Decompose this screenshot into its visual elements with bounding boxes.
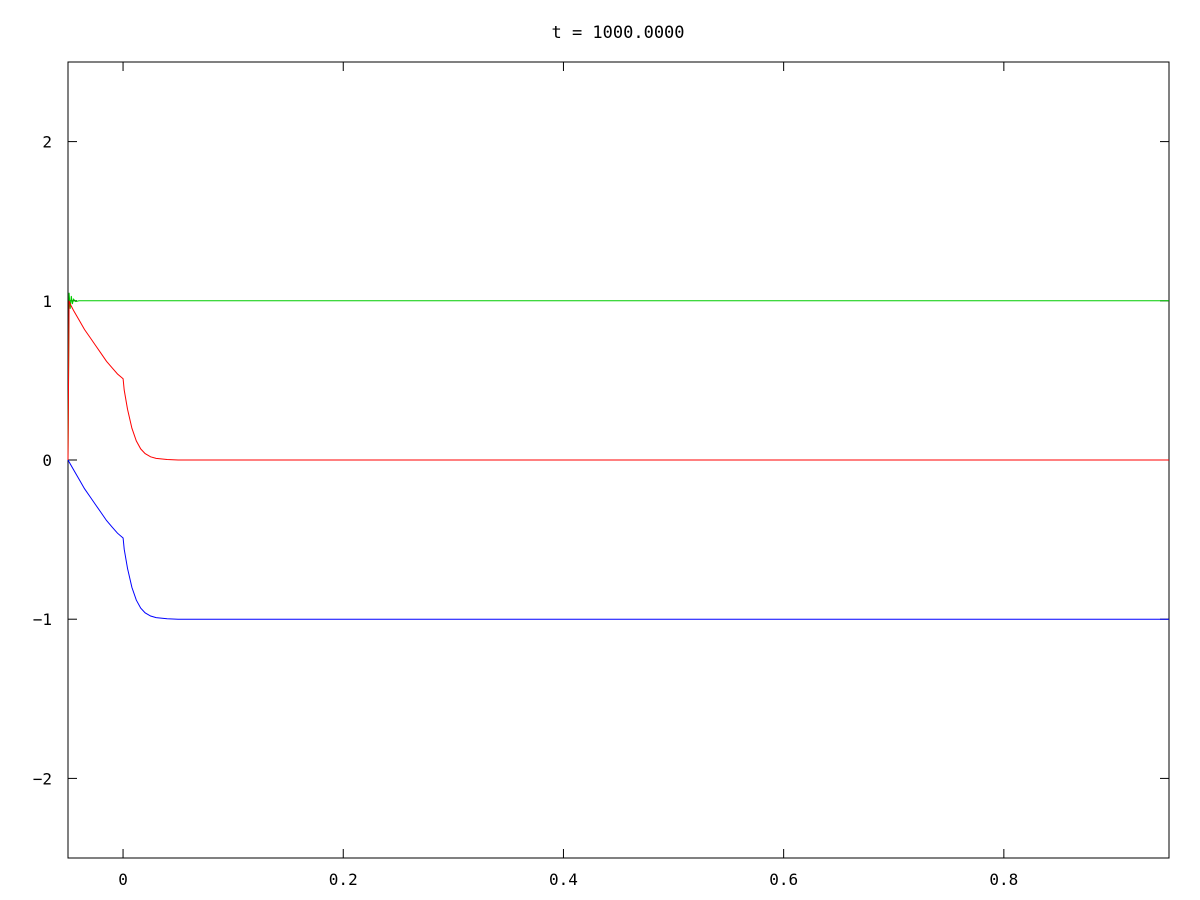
- series-line-0: [67, 292, 1169, 461]
- series-line-2: [67, 459, 1169, 620]
- y-tick-label: 1: [42, 292, 52, 311]
- series-line-1: [67, 300, 1169, 461]
- x-tick-label: 0.8: [989, 870, 1018, 889]
- x-tick-label: 0.6: [769, 870, 798, 889]
- x-tick-label: 0.2: [329, 870, 358, 889]
- series-lines: [67, 292, 1169, 620]
- y-tick-label: 0: [42, 451, 52, 470]
- y-tick-label: −2: [33, 769, 52, 788]
- x-tick-label: 0.4: [549, 870, 578, 889]
- chart-title: t = 1000.0000: [551, 23, 684, 43]
- y-tick-label: 2: [42, 133, 52, 152]
- x-tick-label: 0: [118, 870, 128, 889]
- y-tick-label: −1: [33, 610, 52, 629]
- axis-tick-labels: 0 0.2 0.4 0.6 0.8 −2 −1 0 1 2: [33, 133, 1019, 889]
